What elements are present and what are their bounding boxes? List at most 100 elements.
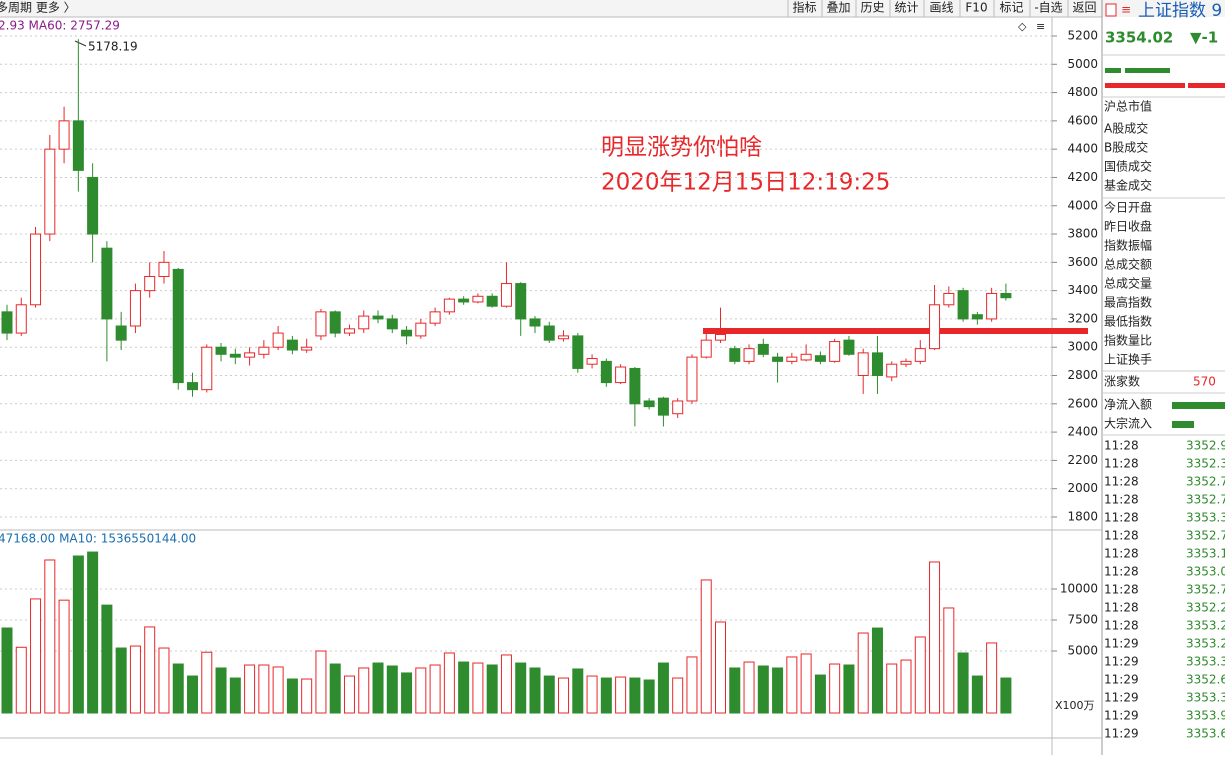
- quote-label: 指数振幅: [1104, 238, 1152, 253]
- toolbar-left[interactable]: 多周期 更多 〉: [0, 1, 76, 15]
- volume-bar: [101, 604, 113, 714]
- tick-price: 3353.3: [1186, 655, 1225, 669]
- candle-body: [372, 315, 384, 320]
- diamond-icon[interactable]: ◇: [1018, 20, 1027, 33]
- volume-bar: [1000, 677, 1012, 714]
- volume-bar: [358, 667, 370, 714]
- volume-unit: X100万: [1055, 699, 1095, 712]
- tick-price: 3353.3: [1186, 691, 1225, 705]
- tick-price: 3353.6: [1186, 727, 1225, 741]
- volume-bar: [15, 646, 27, 714]
- flow-label: 大宗流入: [1104, 416, 1152, 431]
- candle-body: [729, 348, 741, 362]
- candle-body: [44, 148, 56, 235]
- flow-bar: [1172, 402, 1225, 409]
- volume-bar: [686, 656, 698, 714]
- volume-bar: [586, 675, 598, 714]
- candle-body: [829, 341, 841, 362]
- volume-bar: [943, 607, 955, 714]
- candle-body: [871, 352, 883, 377]
- tick-time: 11:28: [1104, 511, 1139, 525]
- toolbar-button[interactable]: 统计: [894, 1, 918, 15]
- quote-name: 上证指数 9: [1138, 1, 1222, 21]
- candle-body: [115, 325, 127, 341]
- icon[interactable]: [1105, 3, 1117, 17]
- volume-bar: [929, 561, 941, 714]
- tick-price: 3353.2: [1186, 619, 1225, 633]
- y-tick-label: 10000: [1060, 581, 1098, 595]
- candle-body: [543, 325, 555, 341]
- toolbar-button[interactable]: 标记: [999, 1, 1023, 15]
- volume-bar: [415, 667, 427, 714]
- quote-change: ▼-1: [1190, 29, 1218, 47]
- ratio-bar: [1105, 68, 1121, 73]
- volume-bar: [757, 665, 769, 714]
- candle-body: [72, 120, 84, 171]
- volume-bar: [44, 559, 56, 714]
- quote-label: 上证换手: [1104, 353, 1152, 367]
- menu-icon[interactable]: ≡: [1036, 20, 1045, 33]
- volume-bar: [187, 675, 199, 714]
- tick-price: 3353.9: [1186, 709, 1225, 723]
- tick-time: 11:28: [1104, 457, 1139, 471]
- volume-bar: [971, 675, 983, 714]
- candle-body: [286, 339, 298, 351]
- candle-body: [187, 382, 199, 391]
- candle-body: [101, 247, 113, 320]
- quote-label: 基金成交: [1104, 178, 1152, 193]
- toolbar-button[interactable]: 指标: [792, 0, 816, 15]
- tick-price: 3352.2: [1186, 601, 1225, 615]
- candle-body: [971, 314, 983, 320]
- tick-time: 11:28: [1104, 493, 1139, 507]
- quote-label: 最高指数: [1104, 295, 1152, 310]
- ratio-bar: [1105, 83, 1185, 88]
- candle-body: [429, 311, 441, 324]
- candle-body: [272, 332, 284, 348]
- tick-price: 3353.2: [1186, 637, 1225, 651]
- volume-bar: [814, 674, 826, 714]
- toolbar-button[interactable]: 返回: [1072, 1, 1096, 15]
- y-tick-label: 2800: [1067, 368, 1098, 382]
- quote-price: 3354.02: [1105, 29, 1173, 47]
- volume-bar: [871, 627, 883, 714]
- volume-bar: [629, 677, 641, 714]
- toolbar-button[interactable]: -自选: [1034, 1, 1062, 15]
- annotation: 明显涨势你怕啥: [601, 135, 762, 161]
- volume-bar: [472, 662, 484, 714]
- volume-bar: [829, 663, 841, 714]
- toolbar-button[interactable]: 画线: [929, 1, 953, 15]
- toolbar-button[interactable]: 历史: [860, 1, 884, 15]
- volume-bar: [329, 663, 341, 714]
- tick-price: 3353.0: [1186, 565, 1225, 579]
- y-tick-label: 5000: [1067, 643, 1098, 657]
- quote-label: 国债成交: [1104, 159, 1152, 174]
- candle-body: [586, 358, 598, 365]
- candle-body: [700, 339, 712, 358]
- candle-body: [201, 346, 213, 391]
- ratio-bar: [1188, 83, 1225, 88]
- toolbar-button[interactable]: F10: [965, 1, 987, 15]
- toolbar-button[interactable]: 叠加: [826, 1, 850, 15]
- volume-bar: [144, 626, 156, 714]
- y-tick-label: 5000: [1067, 57, 1098, 71]
- volume-bar: [543, 675, 555, 714]
- volume-bar: [486, 664, 498, 714]
- high-pointer: [74, 40, 87, 47]
- candle-body: [772, 356, 784, 362]
- candle-body: [458, 298, 470, 303]
- y-tick-label: 3200: [1067, 311, 1098, 325]
- volume-bar: [857, 632, 869, 714]
- icon[interactable]: ≡: [1121, 3, 1131, 17]
- candle-body: [957, 290, 969, 320]
- flow-bar: [1172, 421, 1194, 428]
- tick-time: 11:29: [1104, 709, 1139, 723]
- candle-body: [986, 292, 998, 320]
- volume-bar: [900, 659, 912, 714]
- candle-body: [857, 352, 869, 377]
- y-tick-label: 2400: [1067, 425, 1098, 439]
- volume-bar: [343, 675, 355, 714]
- tick-time: 11:29: [1104, 637, 1139, 651]
- volume-bar: [743, 661, 755, 714]
- volume-bar: [244, 664, 256, 714]
